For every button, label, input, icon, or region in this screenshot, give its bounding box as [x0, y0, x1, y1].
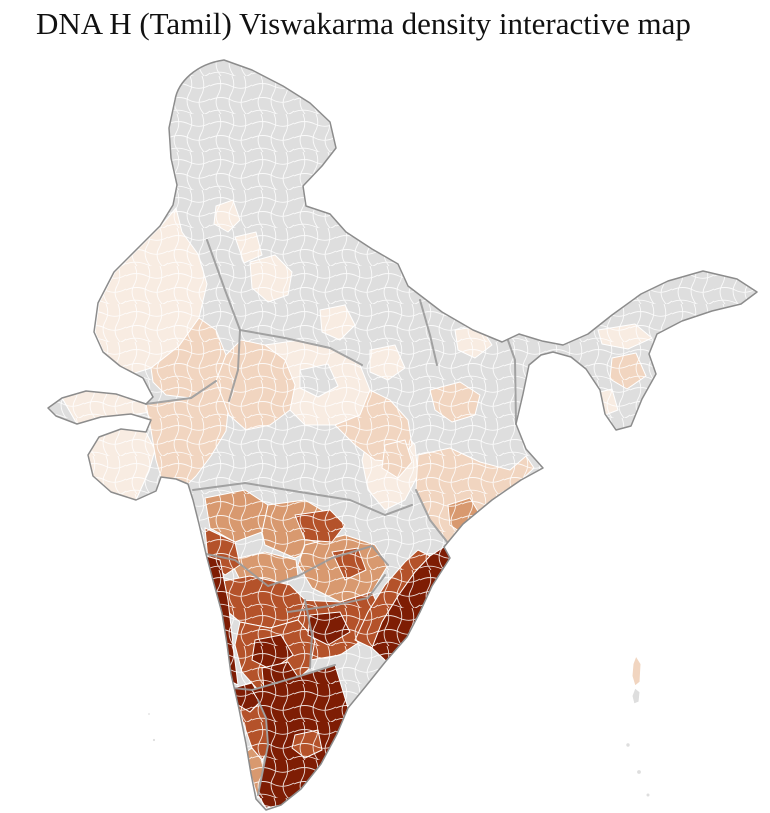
map-region-lakshadweep-a[interactable]	[151, 737, 157, 743]
island-groups[interactable]	[147, 655, 651, 798]
state-border-karnataka-andhra	[304, 599, 313, 669]
state-border-telangana-andhra	[287, 574, 386, 613]
map-region-nicobar-b[interactable]	[636, 769, 642, 775]
map-region-nicobar-a[interactable]	[625, 742, 631, 748]
state-border-gujarat-rajasthan	[145, 380, 217, 405]
state-border-up-bihar	[419, 299, 438, 366]
map-region-gujarat-kutch[interactable]	[61, 390, 152, 425]
page-title: DNA H (Tamil) Viswakarma density interac…	[36, 6, 691, 41]
map-region-andaman-south[interactable]	[631, 687, 641, 705]
india-country-border	[47, 59, 758, 811]
state-border-mp-up	[239, 329, 363, 366]
state-border-kerala-tamilnadu	[257, 699, 269, 796]
map-region-nicobar-c[interactable]	[645, 792, 651, 798]
map-region-andaman-north[interactable]	[631, 655, 642, 687]
state-border-westbengal-west	[504, 331, 517, 425]
state-border-mp-maharashtra	[192, 482, 413, 516]
state-border-maharashtra-south	[205, 545, 389, 587]
map-region-bihar-b[interactable]	[499, 313, 522, 337]
state-border-odisha-andhra	[415, 489, 449, 544]
state-borders	[145, 239, 517, 796]
map-region-lakshadweep-b[interactable]	[147, 712, 151, 716]
state-border-karnataka-tamilnadu	[232, 664, 336, 691]
